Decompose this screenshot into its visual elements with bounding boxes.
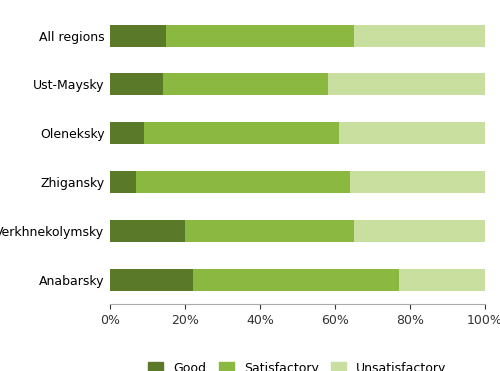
Bar bbox=[110, 73, 162, 95]
Bar bbox=[328, 73, 485, 95]
Bar bbox=[350, 171, 485, 193]
Bar bbox=[192, 269, 399, 291]
Bar bbox=[166, 24, 354, 46]
Bar bbox=[399, 269, 485, 291]
Bar bbox=[162, 73, 328, 95]
Bar bbox=[110, 24, 166, 46]
Bar bbox=[144, 122, 339, 144]
Bar bbox=[136, 171, 350, 193]
Bar bbox=[110, 122, 144, 144]
Legend: Good, Satisfactory, Unsatisfactory: Good, Satisfactory, Unsatisfactory bbox=[144, 357, 452, 371]
Bar bbox=[354, 24, 485, 46]
Bar bbox=[110, 269, 192, 291]
Bar bbox=[185, 220, 354, 242]
Bar bbox=[110, 171, 136, 193]
Bar bbox=[339, 122, 485, 144]
Bar bbox=[354, 220, 485, 242]
Bar bbox=[110, 220, 185, 242]
